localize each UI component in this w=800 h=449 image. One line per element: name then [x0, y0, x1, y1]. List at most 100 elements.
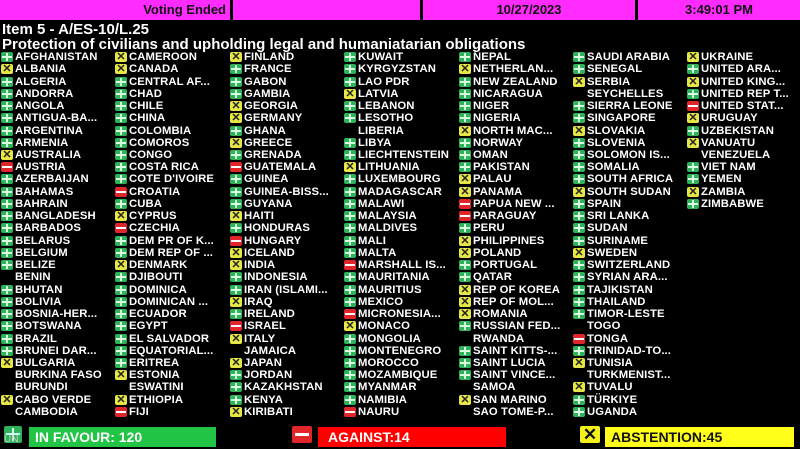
- country-name: GUINEA: [244, 173, 289, 186]
- plus-icon: [230, 174, 242, 185]
- country-row: PAKISTAN: [459, 161, 575, 173]
- country-name: BARBADOS: [15, 222, 82, 235]
- x-icon: [230, 356, 242, 369]
- plus-icon: [687, 64, 699, 75]
- country-row: HAITI: [230, 209, 346, 222]
- country-name: DOMINICA: [129, 283, 187, 296]
- x-icon: [459, 234, 471, 247]
- country-row: SOLOMON IS...: [573, 149, 689, 161]
- country-name: MALI: [358, 234, 387, 247]
- country-name: BRUNEI DAR...: [15, 344, 97, 357]
- country-row: SUDAN: [573, 222, 689, 234]
- country-name: CONGO: [129, 148, 173, 161]
- country-row: TURKMENIST...: [573, 369, 689, 381]
- minus-icon: [1, 162, 13, 173]
- plus-icon: [573, 64, 585, 75]
- country-row: RUSSIAN FED...: [459, 320, 575, 332]
- plus-icon: [1, 174, 13, 185]
- x-icon: [459, 246, 471, 259]
- plus-icon: [573, 309, 585, 320]
- country-row: UKRAINE: [687, 50, 800, 63]
- country-row: SOUTH AFRICA: [573, 173, 689, 185]
- country-name: SOUTH AFRICA: [587, 173, 674, 186]
- country-row: TAJIKISTAN: [573, 283, 689, 296]
- country-name: MARSHALL IS...: [358, 259, 446, 272]
- country-row: GHANA: [230, 124, 346, 137]
- plus-icon: [344, 333, 356, 344]
- country-row: CAMEROON: [115, 50, 231, 63]
- item-title: Item 5 - A/ES-10/L.25: [2, 21, 149, 38]
- country-name: NORWAY: [473, 136, 524, 149]
- plus-icon: [115, 296, 127, 307]
- minus-icon: [687, 101, 699, 112]
- country-row: COMOROS: [115, 137, 231, 149]
- country-name: SAUDI ARABIA: [587, 51, 670, 64]
- country-row: KIRIBATI: [230, 405, 346, 418]
- country-row: BURUNDI: [1, 381, 117, 393]
- plus-icon: [230, 149, 242, 160]
- country-row: SAINT KITTS-...: [459, 345, 575, 357]
- country-name: PORTUGAL: [473, 259, 538, 272]
- plus-icon: [1, 260, 13, 271]
- country-name: PAKISTAN: [473, 161, 530, 174]
- country-name: SWITZERLAND: [587, 259, 671, 272]
- country-row: AUSTRIA: [1, 161, 117, 173]
- country-name: LAO PDR: [358, 75, 410, 88]
- country-name: GUYANA: [244, 197, 293, 210]
- country-name: TÜRKIYE: [587, 393, 638, 406]
- x-icon: [230, 332, 242, 345]
- country-column: NEPALNETHERLAN...NEW ZEALANDNICARAGUANIG…: [459, 51, 575, 418]
- country-row: COTE D'IVOIRE: [115, 173, 231, 185]
- country-row: BAHRAIN: [1, 198, 117, 210]
- country-row: CENTRAL AF...: [115, 75, 231, 88]
- country-name: KIRIBATI: [244, 405, 293, 418]
- country-row: DENMARK: [115, 258, 231, 271]
- country-row: ZAMBIA: [687, 185, 800, 198]
- country-row: DEM REP OF ...: [115, 247, 231, 259]
- no-vote-icon: [459, 382, 471, 392]
- country-row: CUBA: [115, 198, 231, 210]
- country-row: SAO TOME-P...: [459, 406, 575, 418]
- plus-icon: [344, 370, 356, 381]
- plus-icon: [573, 260, 585, 271]
- country-row: GUYANA: [230, 198, 346, 210]
- country-row: REP OF MOL...: [459, 295, 575, 308]
- no-vote-icon: [687, 150, 699, 160]
- plus-icon: [115, 174, 127, 185]
- country-name: TAJIKISTAN: [587, 283, 653, 296]
- country-row: MALTA: [344, 247, 460, 259]
- x-icon: [230, 295, 242, 308]
- country-name: CUBA: [129, 197, 163, 210]
- x-icon: [459, 62, 471, 75]
- country-name: MALAYSIA: [358, 210, 417, 223]
- plus-icon: [115, 357, 127, 368]
- country-name: BAHAMAS: [15, 185, 74, 198]
- country-name: LITHUANIA: [358, 161, 420, 174]
- country-name: LESOTHO: [358, 112, 414, 125]
- country-column: FINLANDFRANCEGABONGAMBIAGEORGIAGERMANYGH…: [230, 50, 346, 418]
- country-name: FINLAND: [244, 51, 295, 64]
- country-row: GERMANY: [230, 111, 346, 124]
- country-name: MONTENEGRO: [358, 344, 442, 357]
- country-row: MONTENEGRO: [344, 345, 460, 357]
- minus-icon: [344, 260, 356, 271]
- plus-icon: [344, 76, 356, 87]
- country-name: NIGERIA: [473, 112, 521, 125]
- country-name: SAO TOME-P...: [473, 405, 554, 418]
- country-name: ZIMBABWE: [701, 197, 764, 210]
- no-vote-icon: [573, 370, 585, 380]
- country-name: DOMINICAN ...: [129, 295, 209, 308]
- country-name: CYPRUS: [129, 210, 177, 223]
- country-row: LAO PDR: [344, 75, 460, 88]
- plus-icon: [230, 223, 242, 234]
- country-name: TONGA: [587, 332, 629, 345]
- minus-icon: [230, 321, 242, 332]
- country-name: CZECHIA: [129, 222, 180, 235]
- country-name: ROMANIA: [473, 308, 528, 321]
- country-row: TONGA: [573, 332, 689, 345]
- country-row: SWEDEN: [573, 246, 689, 259]
- country-row: SAINT VINCE...: [459, 369, 575, 381]
- country-column: SAUDI ARABIASENEGALSERBIASEYCHELLESSIERR…: [573, 51, 689, 418]
- country-name: ISRAEL: [244, 320, 287, 333]
- x-icon: [230, 209, 242, 222]
